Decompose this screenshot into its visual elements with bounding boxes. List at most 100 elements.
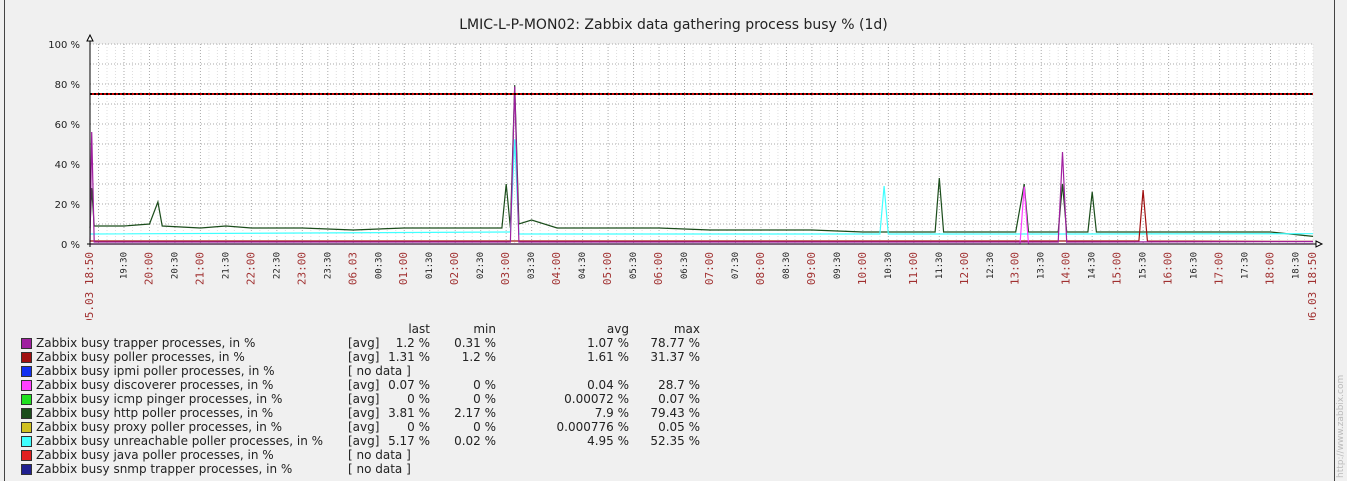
legend-item-name: Zabbix busy discoverer processes, in % (36, 378, 274, 392)
x-tick-label: 14:30 (1088, 252, 1098, 279)
graph-title: LMIC-L-P-MON02: Zabbix data gathering pr… (459, 17, 888, 33)
x-tick-label: 01:30 (425, 252, 435, 279)
graph-frame (4, 0, 1335, 481)
x-tick-label: 17:00 (1213, 252, 1226, 285)
x-tick-label: 13:30 (1037, 252, 1047, 279)
x-tick-label: 13:00 (1009, 252, 1022, 285)
series-line (89, 85, 1314, 237)
y-tick-label: 20 % (55, 200, 80, 211)
x-tick-label: 09:30 (833, 252, 843, 279)
x-tick-label: 17:30 (1241, 252, 1251, 279)
x-tick-label: 14:00 (1060, 252, 1073, 285)
series-line (90, 189, 1314, 242)
x-tick-label: 05:30 (629, 252, 639, 279)
y-tick-label: 60 % (55, 120, 80, 131)
x-tick-label: 02:00 (448, 252, 461, 285)
legend-item-name: Zabbix busy http poller processes, in % (36, 406, 274, 420)
x-tick-label: 11:00 (907, 252, 920, 285)
legend-item-max: 0.07 % (658, 392, 700, 406)
legend-item-function: [avg] (348, 434, 380, 448)
legend-item-function: [avg] (348, 350, 380, 364)
legend-swatch (21, 352, 32, 363)
x-tick-label: 08:00 (754, 252, 767, 285)
legend-swatch (21, 436, 32, 447)
x-tick-label: 06:30 (680, 252, 690, 279)
x-axis-arrow (1315, 240, 1324, 248)
legend-item-max: 79.43 % (650, 406, 700, 420)
legend-item-last: 5.17 % (388, 434, 430, 448)
x-tick-label: 05.03 18:50 (83, 252, 96, 320)
x-tick-label: 18:30 (1292, 252, 1302, 279)
legend-item-function: [avg] (348, 406, 380, 420)
x-tick-label: 22:00 (244, 252, 257, 285)
legend-item-avg: 0.00072 % (564, 392, 629, 406)
x-tick-label: 23:00 (295, 252, 308, 285)
legend-swatch (21, 394, 32, 405)
x-tick-label: 07:00 (703, 252, 716, 285)
x-tick-label: 12:00 (958, 252, 971, 285)
legend-item-last: 1.31 % (388, 350, 430, 364)
legend-item-avg: 1.07 % (587, 336, 629, 350)
x-tick-label: 02:30 (476, 252, 486, 279)
y-axis-arrow (86, 33, 94, 42)
legend-item-avg: 7.9 % (594, 406, 629, 420)
legend-swatch (21, 366, 32, 377)
legend-item-name: Zabbix busy ipmi poller processes, in % (36, 364, 275, 378)
legend-item-function: [ no data ] (348, 448, 411, 462)
y-tick-label: 0 % (61, 240, 80, 251)
legend-swatch (21, 450, 32, 461)
legend-item-max: 78.77 % (650, 336, 700, 350)
legend-item-max: 0.05 % (658, 420, 700, 434)
legend-item-last: 0 % (407, 392, 430, 406)
legend-item-function: [avg] (348, 378, 380, 392)
legend-item-function: [avg] (348, 336, 380, 350)
plot-area: 0 % 20 % 40 % 60 % 80 % 100 % 05.03 18:50 19:30… (48, 33, 1324, 320)
y-tick-label: 100 % (48, 40, 80, 51)
x-tick-label: 04:30 (578, 252, 588, 279)
x-tick-label: 11:30 (935, 252, 945, 279)
x-tick-label: 03:00 (499, 252, 512, 285)
x-tick-label: 20:00 (142, 252, 155, 285)
series-line (89, 86, 1314, 243)
x-tick-label: 01:00 (397, 252, 410, 285)
legend-item-last: 1.2 % (395, 336, 430, 350)
x-tick-label: 18:00 (1264, 252, 1277, 285)
y-tick-label: 40 % (55, 160, 80, 171)
legend-swatch (21, 338, 32, 349)
legend-item-last: 0.07 % (388, 378, 430, 392)
y-tick-label: 80 % (55, 80, 80, 91)
legend-item-last: 0 % (407, 420, 430, 434)
x-tick-label: 09:00 (805, 252, 818, 285)
legend-item-min: 1.2 % (461, 350, 496, 364)
legend-item-name: Zabbix busy java poller processes, in % (36, 448, 274, 462)
legend-item-name: Zabbix busy snmp trapper processes, in % (36, 462, 293, 476)
x-tick-label: 20:30 (170, 252, 180, 279)
x-tick-label: 22:30 (272, 252, 282, 279)
legend-item-min: 0 % (473, 378, 496, 392)
legend-item-min: 0 % (473, 392, 496, 406)
legend-item-min: 0 % (473, 420, 496, 434)
x-tick-label: 06.03 18:50 (1306, 252, 1319, 320)
header-avg: avg (606, 322, 629, 336)
x-tick-label: 15:30 (1139, 252, 1149, 279)
x-tick-label: 00:30 (374, 252, 384, 279)
x-tick-label: 19:30 (119, 252, 129, 279)
header-min: min (473, 322, 496, 336)
legend-item-last: 3.81 % (388, 406, 430, 420)
legend-item-name: Zabbix busy icmp pinger processes, in % (36, 392, 283, 406)
x-tick-label: 10:30 (884, 252, 894, 279)
legend-swatch (21, 422, 32, 433)
legend-item-avg: 4.95 % (587, 434, 629, 448)
x-tick-label: 21:00 (193, 252, 206, 285)
legend-item-max: 28.7 % (658, 378, 700, 392)
legend-item-function: [ no data ] (348, 364, 411, 378)
legend-item-name: Zabbix busy unreachable poller processes… (36, 434, 324, 448)
x-tick-label: 05:00 (601, 252, 614, 285)
x-tick-label: 06.03 (346, 252, 359, 285)
x-tick-label: 12:30 (986, 252, 996, 279)
legend-item-max: 31.37 % (650, 350, 700, 364)
x-tick-label: 16:30 (1190, 252, 1200, 279)
legend-item-min: 2.17 % (454, 406, 496, 420)
header-last: last (408, 322, 430, 336)
